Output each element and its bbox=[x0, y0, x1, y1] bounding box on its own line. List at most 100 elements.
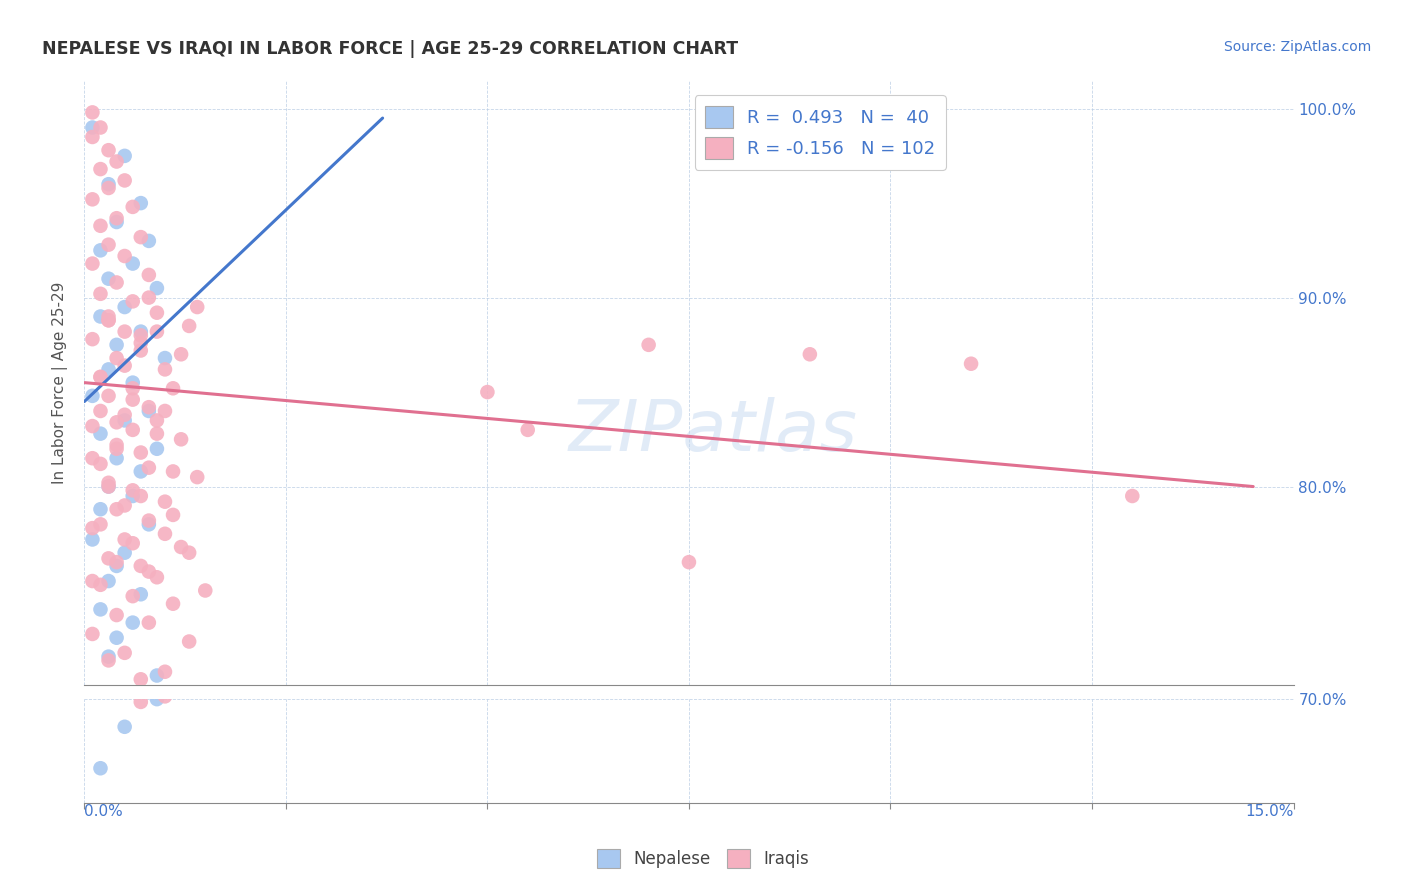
Point bbox=[82, 343, 104, 358]
Point bbox=[97, 143, 120, 157]
Point bbox=[153, 589, 176, 603]
Point bbox=[121, 615, 143, 630]
Point bbox=[138, 499, 160, 513]
Point bbox=[105, 526, 128, 541]
Point bbox=[89, 370, 111, 384]
Point bbox=[179, 634, 201, 648]
Point bbox=[114, 567, 136, 582]
Point bbox=[114, 173, 136, 187]
Point bbox=[82, 130, 104, 145]
Point bbox=[153, 494, 176, 508]
Point bbox=[105, 459, 128, 474]
Point bbox=[162, 542, 184, 557]
Point bbox=[105, 442, 128, 456]
Point bbox=[138, 653, 160, 667]
Point bbox=[97, 401, 120, 416]
Point bbox=[179, 546, 201, 560]
Point bbox=[82, 298, 104, 312]
Point bbox=[129, 325, 152, 339]
Text: Source: ZipAtlas.com: Source: ZipAtlas.com bbox=[1223, 40, 1371, 54]
Point bbox=[114, 646, 136, 660]
Point bbox=[97, 335, 120, 350]
Point bbox=[121, 418, 143, 433]
Point bbox=[129, 612, 152, 626]
Point bbox=[146, 692, 169, 706]
Point bbox=[105, 665, 128, 679]
Point bbox=[105, 533, 128, 548]
Point bbox=[129, 343, 152, 358]
Point bbox=[146, 413, 169, 427]
Point bbox=[82, 291, 104, 305]
Point bbox=[138, 565, 160, 579]
Point bbox=[121, 392, 143, 407]
Point bbox=[162, 381, 184, 395]
Point bbox=[170, 540, 193, 554]
Point bbox=[97, 551, 120, 566]
Point bbox=[114, 330, 136, 344]
Point bbox=[105, 524, 128, 538]
Point bbox=[146, 426, 169, 441]
Point bbox=[89, 429, 111, 443]
Point bbox=[637, 450, 659, 465]
Text: ZIPatlas: ZIPatlas bbox=[568, 397, 858, 466]
Point bbox=[114, 499, 136, 513]
Point bbox=[97, 479, 120, 493]
Point bbox=[82, 509, 104, 524]
Point bbox=[516, 423, 538, 437]
Point bbox=[121, 536, 143, 550]
Point bbox=[82, 389, 104, 403]
Point bbox=[162, 640, 184, 654]
Point bbox=[89, 499, 111, 513]
Point bbox=[153, 565, 176, 579]
Point bbox=[138, 616, 160, 631]
Point bbox=[82, 592, 104, 607]
Point bbox=[89, 244, 111, 258]
Point bbox=[129, 441, 152, 455]
Point bbox=[89, 426, 111, 441]
Point bbox=[129, 561, 152, 575]
Point bbox=[97, 487, 120, 501]
Point bbox=[89, 537, 111, 551]
Point bbox=[89, 310, 111, 324]
Point bbox=[138, 400, 160, 414]
Point bbox=[105, 608, 128, 623]
Point bbox=[146, 409, 169, 423]
Point bbox=[105, 211, 128, 226]
Point bbox=[179, 436, 201, 450]
Point bbox=[121, 350, 143, 364]
Point bbox=[82, 105, 104, 120]
Point bbox=[97, 649, 120, 664]
Point bbox=[82, 521, 104, 535]
Point bbox=[179, 602, 201, 616]
Point bbox=[162, 597, 184, 611]
Point bbox=[799, 347, 821, 361]
Point bbox=[89, 474, 111, 488]
Point bbox=[170, 598, 193, 612]
Point bbox=[105, 215, 128, 229]
Point bbox=[89, 763, 111, 777]
Text: NEPALESE VS IRAQI IN LABOR FORCE | AGE 25-29 CORRELATION CHART: NEPALESE VS IRAQI IN LABOR FORCE | AGE 2… bbox=[42, 40, 738, 58]
Point bbox=[194, 583, 217, 598]
Point bbox=[129, 230, 152, 244]
Point bbox=[97, 389, 120, 403]
Point bbox=[105, 338, 128, 352]
Point bbox=[82, 256, 104, 270]
Point bbox=[146, 668, 169, 682]
Point bbox=[97, 551, 120, 566]
Point bbox=[146, 426, 169, 441]
Point bbox=[105, 609, 128, 624]
Point bbox=[82, 627, 104, 641]
Point bbox=[114, 592, 136, 607]
Point bbox=[146, 441, 169, 455]
Point bbox=[105, 631, 128, 645]
Point bbox=[114, 149, 136, 163]
Point bbox=[138, 399, 160, 413]
Point bbox=[97, 468, 120, 483]
Point bbox=[138, 514, 160, 528]
Point bbox=[129, 371, 152, 385]
Point bbox=[89, 517, 111, 532]
Point bbox=[146, 442, 169, 456]
Point bbox=[105, 612, 128, 626]
Point bbox=[97, 432, 120, 446]
Point bbox=[121, 557, 143, 571]
